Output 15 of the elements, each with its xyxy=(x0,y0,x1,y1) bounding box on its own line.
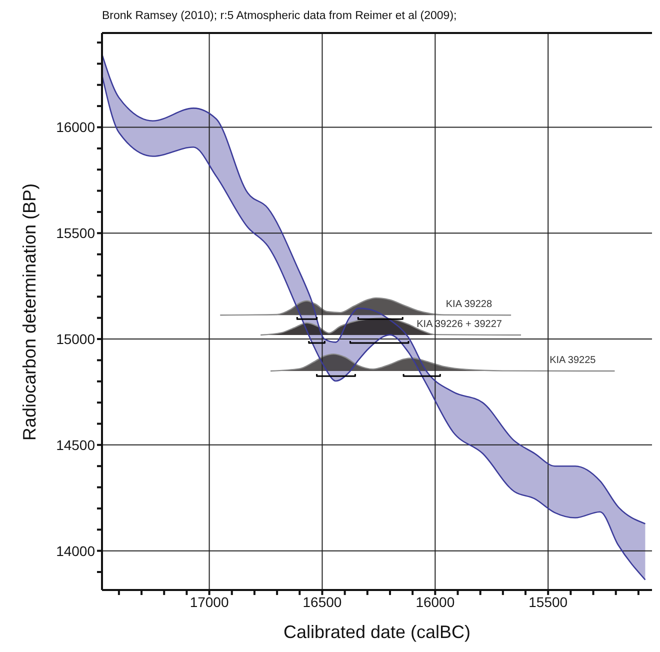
x-tick-label: 16500 xyxy=(302,594,342,610)
x-tick-label: 17000 xyxy=(190,594,229,610)
y-tick-label: 16000 xyxy=(56,119,96,136)
x-tick-label: 16000 xyxy=(416,594,455,610)
y-axis-title: Radiocarbon determination (BP) xyxy=(20,182,40,440)
y-tick-label: 15000 xyxy=(56,331,96,347)
series-label: KIA 39228 xyxy=(446,299,492,310)
y-tick-label: 14000 xyxy=(56,542,96,559)
y-tick-label: 15500 xyxy=(56,225,96,242)
x-tick-label: 15500 xyxy=(528,594,568,610)
y-tick-label: 14500 xyxy=(56,436,96,453)
series-label: KIA 39226 + 39227 xyxy=(416,319,502,330)
series-label: KIA 39225 xyxy=(550,355,596,366)
x-axis-title: Calibrated date (calBC) xyxy=(282,622,472,643)
chart-title: Bronk Ramsey (2010); r:5 Atmospheric data from Reimer et al (2009); xyxy=(102,10,457,22)
